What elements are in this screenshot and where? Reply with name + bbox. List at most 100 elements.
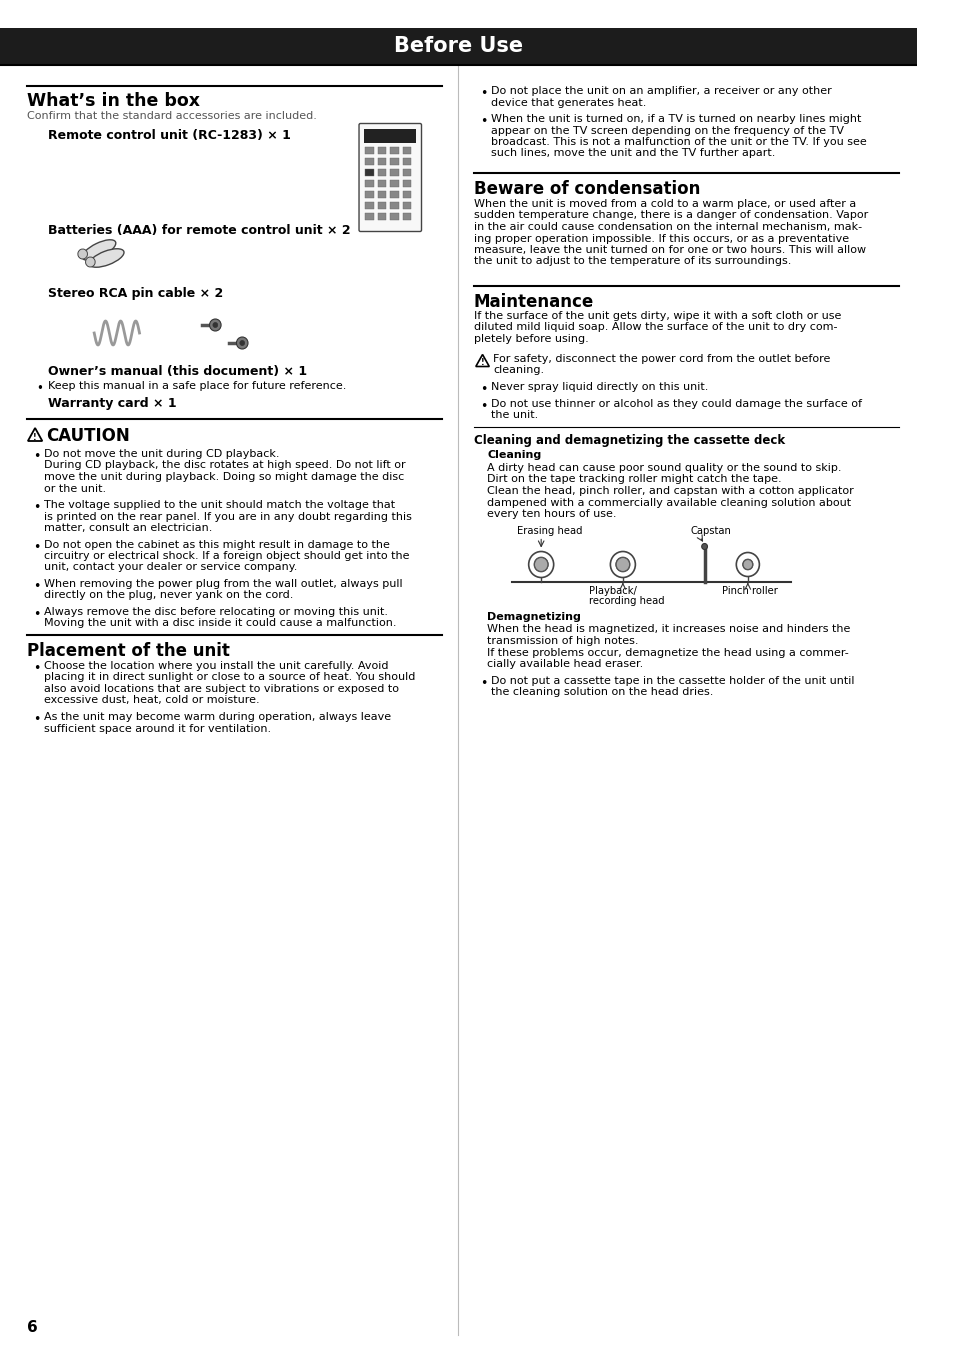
Text: Owner’s manual (this document) × 1: Owner’s manual (this document) × 1 — [48, 364, 307, 378]
Text: Cleaning: Cleaning — [487, 450, 541, 460]
Text: pletely before using.: pletely before using. — [474, 333, 588, 344]
Text: Capstan: Capstan — [689, 526, 730, 536]
Circle shape — [213, 323, 217, 328]
Bar — [390, 190, 398, 198]
Bar — [402, 202, 411, 209]
Text: Maintenance: Maintenance — [474, 293, 594, 310]
Text: •: • — [32, 540, 40, 553]
Text: Batteries (AAA) for remote control unit × 2: Batteries (AAA) for remote control unit … — [48, 224, 351, 238]
Text: •: • — [32, 713, 40, 726]
Text: sufficient space around it for ventilation.: sufficient space around it for ventilati… — [44, 724, 271, 733]
Bar — [365, 190, 374, 198]
Text: •: • — [479, 115, 487, 128]
Text: The voltage supplied to the unit should match the voltage that: The voltage supplied to the unit should … — [44, 500, 395, 510]
Circle shape — [534, 558, 547, 571]
Bar — [390, 213, 398, 220]
Text: placing it in direct sunlight or close to a source of heat. You should: placing it in direct sunlight or close t… — [44, 672, 416, 683]
Text: Remote control unit (RC-1283) × 1: Remote control unit (RC-1283) × 1 — [48, 130, 291, 142]
Text: Erasing head: Erasing head — [517, 526, 582, 536]
Text: excessive dust, heat, cold or moisture.: excessive dust, heat, cold or moisture. — [44, 695, 259, 706]
Bar — [377, 213, 386, 220]
Text: •: • — [32, 580, 40, 593]
Text: Warranty card × 1: Warranty card × 1 — [48, 397, 176, 410]
Text: If these problems occur, demagnetize the head using a commer-: If these problems occur, demagnetize the… — [487, 648, 848, 657]
Polygon shape — [476, 355, 489, 366]
Bar — [390, 202, 398, 209]
Text: the unit to adjust to the temperature of its surroundings.: the unit to adjust to the temperature of… — [474, 256, 790, 266]
Text: For safety, disconnect the power cord from the outlet before: For safety, disconnect the power cord fr… — [493, 354, 830, 363]
Circle shape — [616, 558, 629, 571]
Bar — [402, 190, 411, 198]
Bar — [365, 169, 374, 176]
Text: •: • — [479, 676, 487, 690]
Text: As the unit may become warm during operation, always leave: As the unit may become warm during opera… — [44, 711, 391, 722]
Text: measure, leave the unit turned on for one or two hours. This will allow: measure, leave the unit turned on for on… — [474, 244, 865, 255]
Text: •: • — [36, 382, 43, 396]
Text: When the unit is turned on, if a TV is turned on nearby lines might: When the unit is turned on, if a TV is t… — [491, 113, 861, 124]
Circle shape — [742, 559, 752, 570]
Bar — [365, 158, 374, 165]
Text: in the air could cause condensation on the internal mechanism, mak-: in the air could cause condensation on t… — [474, 221, 862, 232]
Text: Never spray liquid directly on this unit.: Never spray liquid directly on this unit… — [491, 382, 708, 393]
Bar — [402, 213, 411, 220]
Bar — [377, 147, 386, 154]
Text: 6: 6 — [27, 1320, 37, 1335]
Text: During CD playback, the disc rotates at high speed. Do not lift or: During CD playback, the disc rotates at … — [44, 460, 405, 471]
Text: Dirt on the tape tracking roller might catch the tape.: Dirt on the tape tracking roller might c… — [487, 474, 781, 485]
Bar — [365, 180, 374, 188]
Text: every ten hours of use.: every ten hours of use. — [487, 509, 617, 518]
Bar — [402, 169, 411, 176]
FancyBboxPatch shape — [358, 123, 421, 231]
Text: also avoid locations that are subject to vibrations or exposed to: also avoid locations that are subject to… — [44, 684, 398, 694]
Text: Moving the unit with a disc inside it could cause a malfunction.: Moving the unit with a disc inside it co… — [44, 618, 396, 629]
Bar — [402, 147, 411, 154]
Text: appear on the TV screen depending on the frequency of the TV: appear on the TV screen depending on the… — [491, 126, 843, 135]
Text: device that generates heat.: device that generates heat. — [491, 97, 646, 108]
Text: CAUTION: CAUTION — [46, 427, 130, 446]
Bar — [377, 180, 386, 188]
Circle shape — [742, 559, 752, 570]
Bar — [402, 158, 411, 165]
Ellipse shape — [90, 248, 124, 267]
Text: or the unit.: or the unit. — [44, 483, 106, 494]
Text: such lines, move the unit and the TV further apart.: such lines, move the unit and the TV fur… — [491, 148, 775, 158]
Text: Clean the head, pinch roller, and capstan with a cotton applicator: Clean the head, pinch roller, and capsta… — [487, 486, 853, 495]
Circle shape — [528, 552, 553, 578]
Ellipse shape — [78, 248, 88, 259]
Bar — [390, 169, 398, 176]
Text: circuitry or electrical shock. If a foreign object should get into the: circuitry or electrical shock. If a fore… — [44, 551, 409, 562]
Text: cially available head eraser.: cially available head eraser. — [487, 659, 643, 670]
Bar — [402, 180, 411, 188]
Bar — [365, 202, 374, 209]
Circle shape — [210, 319, 221, 331]
Text: recording head: recording head — [589, 597, 664, 606]
Text: Before Use: Before Use — [394, 36, 522, 55]
Bar — [390, 158, 398, 165]
Circle shape — [736, 552, 759, 576]
Text: broadcast. This is not a malfunction of the unit or the TV. If you see: broadcast. This is not a malfunction of … — [491, 136, 866, 147]
Ellipse shape — [82, 240, 115, 261]
Text: matter, consult an electrician.: matter, consult an electrician. — [44, 522, 213, 533]
Text: the unit.: the unit. — [491, 410, 537, 420]
Text: unit, contact your dealer or service company.: unit, contact your dealer or service com… — [44, 563, 297, 572]
Bar — [364, 130, 416, 143]
Text: •: • — [479, 86, 487, 100]
Text: Stereo RCA pin cable × 2: Stereo RCA pin cable × 2 — [48, 288, 223, 300]
Text: •: • — [479, 400, 487, 413]
Text: sudden temperature change, there is a danger of condensation. Vapor: sudden temperature change, there is a da… — [474, 211, 867, 220]
Bar — [377, 158, 386, 165]
Text: cleaning.: cleaning. — [493, 364, 543, 375]
Text: Pinch roller: Pinch roller — [721, 586, 777, 597]
Bar — [0, 28, 916, 63]
Circle shape — [616, 558, 629, 571]
Circle shape — [534, 558, 547, 571]
Text: When the head is magnetized, it increases noise and hinders the: When the head is magnetized, it increase… — [487, 625, 850, 634]
Text: transmission of high notes.: transmission of high notes. — [487, 636, 639, 647]
Text: Keep this manual in a safe place for future reference.: Keep this manual in a safe place for fut… — [48, 381, 346, 392]
Text: Confirm that the standard accessories are included.: Confirm that the standard accessories ar… — [27, 111, 316, 122]
Circle shape — [701, 544, 707, 549]
Text: Choose the location where you install the unit carefully. Avoid: Choose the location where you install th… — [44, 662, 388, 671]
Text: Do not put a cassette tape in the cassette holder of the unit until: Do not put a cassette tape in the casset… — [491, 675, 854, 686]
Text: is printed on the rear panel. If you are in any doubt regarding this: is printed on the rear panel. If you are… — [44, 512, 412, 521]
Text: What’s in the box: What’s in the box — [27, 92, 200, 109]
